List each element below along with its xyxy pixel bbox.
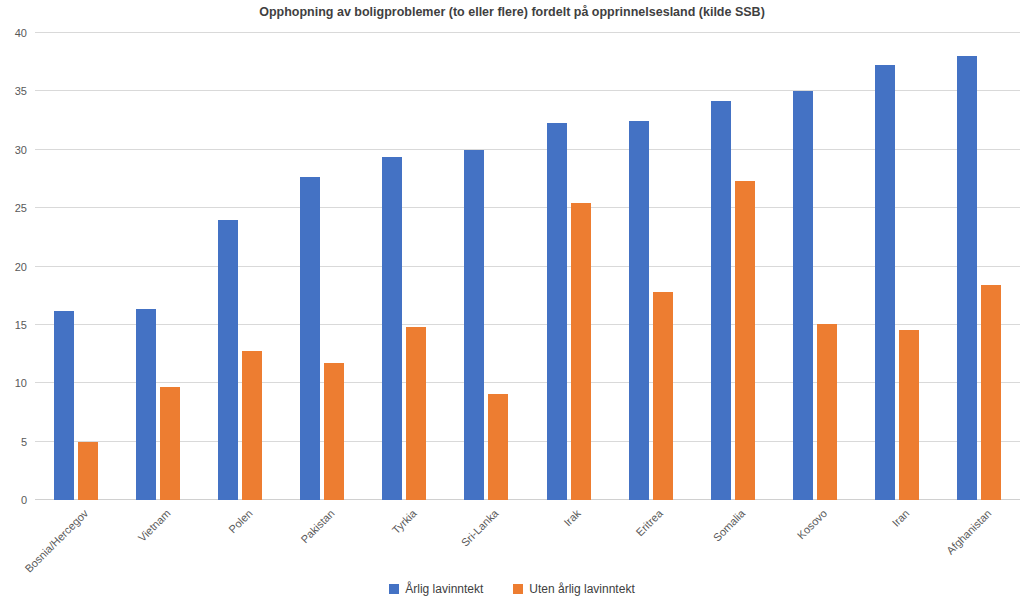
y-axis-tick-label: 40 [15, 27, 27, 39]
bar-group [35, 33, 117, 500]
bar-group [199, 33, 281, 500]
bar-group [692, 33, 774, 500]
bar [136, 309, 156, 500]
legend-label: Årlig lavinntekt [405, 582, 483, 596]
bar [793, 91, 813, 500]
bar-chart: Opphopning av boligproblemer (to eller f… [0, 0, 1024, 610]
bar-group [774, 33, 856, 500]
x-axis-category-label: Tyrkia [390, 507, 419, 536]
x-axis-category-label: Pakistan [298, 507, 336, 545]
legend-item: Uten årlig lavinntekt [513, 582, 634, 596]
bar-group [281, 33, 363, 500]
bar [300, 177, 320, 500]
x-axis-category-label: Afghanistan [944, 507, 994, 557]
y-axis-tick-label: 10 [15, 377, 27, 389]
bars-layer [35, 33, 1020, 500]
y-axis: 0510152025303540 [0, 33, 27, 500]
bar-group [527, 33, 609, 500]
x-axis-category-label: Sri-Lanka [459, 507, 501, 549]
y-axis-tick-label: 20 [15, 261, 27, 273]
bar [242, 351, 262, 500]
chart-title: Opphopning av boligproblemer (to eller f… [0, 5, 1024, 19]
bar [54, 311, 74, 500]
y-axis-tick-label: 5 [21, 436, 27, 448]
legend-swatch-icon [513, 584, 523, 594]
bar-group [610, 33, 692, 500]
x-axis-category-label: Polen [226, 507, 254, 535]
y-axis-tick-label: 35 [15, 85, 27, 97]
y-axis-tick-label: 30 [15, 144, 27, 156]
bar [160, 387, 180, 500]
bar [899, 330, 919, 500]
bar-group [856, 33, 938, 500]
bar [382, 157, 402, 500]
plot-area [35, 33, 1020, 500]
bar [875, 65, 895, 500]
legend-item: Årlig lavinntekt [389, 582, 483, 596]
x-axis-category-label: Iran [889, 507, 911, 529]
x-axis-category-label: Kosovo [795, 507, 829, 541]
bar [488, 394, 508, 500]
bar-group [363, 33, 445, 500]
bar [653, 292, 673, 500]
y-axis-tick-label: 25 [15, 202, 27, 214]
bar-group [938, 33, 1020, 500]
bar [78, 442, 98, 500]
legend-label: Uten årlig lavinntekt [529, 582, 634, 596]
x-axis-category-label: Irak [562, 507, 583, 528]
bar [711, 101, 731, 500]
x-axis-category-label: Bosnia/Hercegov [23, 507, 91, 575]
bar [957, 56, 977, 500]
x-axis-category-label: Eritrea [634, 507, 665, 538]
x-axis-category-label: Somalia [711, 507, 748, 544]
bar [324, 363, 344, 500]
y-axis-tick-label: 15 [15, 319, 27, 331]
bar [406, 327, 426, 500]
bar-group [445, 33, 527, 500]
bar-group [117, 33, 199, 500]
legend-swatch-icon [389, 584, 399, 594]
bar [817, 324, 837, 500]
bar [464, 150, 484, 500]
bar [981, 285, 1001, 500]
x-axis-category-label: Vietnam [136, 507, 173, 544]
bar [735, 181, 755, 500]
y-axis-tick-label: 0 [21, 494, 27, 506]
bar [218, 220, 238, 500]
bar [629, 121, 649, 500]
bar [571, 203, 591, 500]
bar [547, 123, 567, 500]
legend: Årlig lavinntekt Uten årlig lavinntekt [0, 582, 1024, 596]
